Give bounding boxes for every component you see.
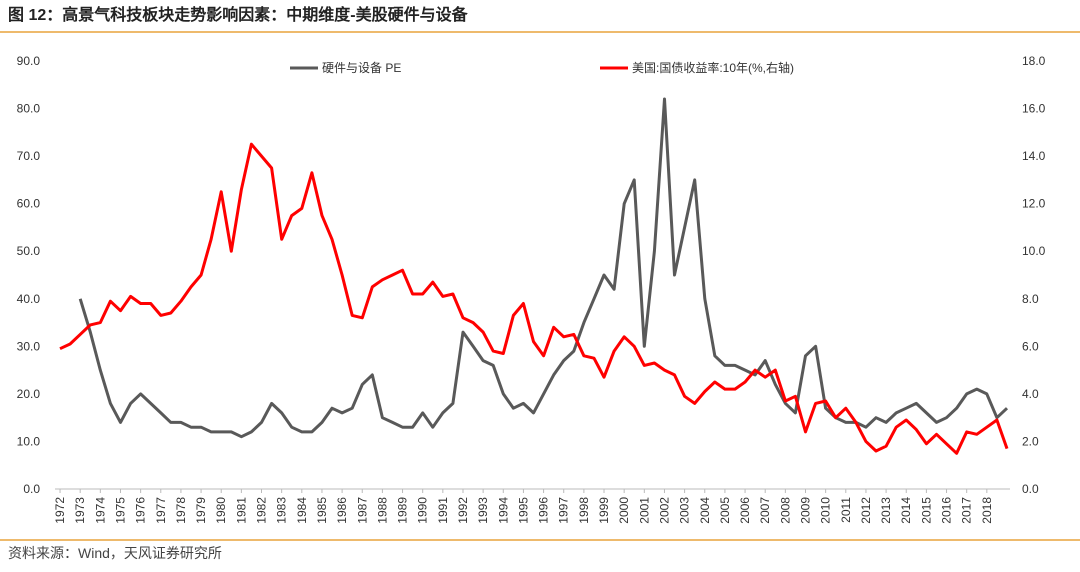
x-tick-label: 2004 [698,497,712,524]
y-tick-label: 80.0 [17,102,41,116]
x-tick-label: 2010 [819,497,833,524]
y2-tick-label: 10.0 [1022,244,1046,258]
x-tick-label: 2012 [859,497,873,524]
x-tick-label: 2009 [799,497,813,524]
y2-tick-label: 6.0 [1022,339,1039,353]
x-tick-label: 1978 [174,497,188,524]
x-tick-label: 2003 [678,497,692,524]
x-tick-label: 1983 [275,497,289,524]
x-tick-label: 1981 [234,497,248,524]
y2-tick-label: 0.0 [1022,482,1039,496]
y2-tick-label: 14.0 [1022,149,1046,163]
x-tick-label: 1993 [476,497,490,524]
x-tick-label: 1991 [436,497,450,524]
y2-tick-label: 4.0 [1022,387,1039,401]
chart-title: 图 12：高景气科技板块走势影响因素：中期维度-美股硬件与设备 [8,5,469,24]
y2-tick-label: 8.0 [1022,292,1039,306]
x-tick-label: 2017 [960,497,974,524]
y-tick-label: 70.0 [17,149,41,163]
series-line [78,97,1009,439]
x-tick-label: 1973 [73,497,87,524]
x-tick-label: 1974 [93,497,107,524]
y2-tick-label: 2.0 [1022,434,1039,448]
x-tick-label: 2015 [919,497,933,524]
y-tick-label: 60.0 [17,197,41,211]
x-tick-label: 1999 [597,497,611,524]
legend-label: 美国:国债收益率:10年(%,右轴) [632,60,794,75]
x-tick-label: 1998 [577,497,591,524]
x-tick-label: 1984 [295,497,309,524]
x-tick-label: 2002 [657,497,671,524]
x-tick-label: 2016 [940,497,954,524]
series-line [59,142,1009,455]
x-tick-label: 1980 [214,497,228,524]
x-tick-label: 2008 [778,497,792,524]
x-tick-label: 1988 [375,497,389,524]
x-tick-label: 1986 [335,497,349,524]
y-tick-label: 10.0 [17,434,41,448]
x-tick-label: 2011 [839,497,853,523]
x-tick-label: 1976 [134,497,148,524]
y-tick-label: 20.0 [17,387,41,401]
x-tick-label: 2001 [637,497,651,524]
x-tick-label: 1972 [53,497,67,524]
y2-tick-label: 18.0 [1022,54,1046,68]
x-tick-label: 1987 [355,497,369,524]
x-tick-label: 2005 [718,497,732,524]
x-tick-label: 2006 [738,497,752,524]
x-tick-label: 1995 [516,497,530,524]
x-tick-label: 1979 [194,497,208,524]
x-tick-label: 1977 [154,497,168,524]
y2-tick-label: 12.0 [1022,197,1046,211]
x-tick-label: 1994 [496,497,510,524]
y-tick-label: 0.0 [23,482,40,496]
x-tick-label: 1992 [456,497,470,524]
x-tick-label: 1997 [557,497,571,524]
x-tick-label: 1985 [315,497,329,524]
y-tick-label: 40.0 [17,292,41,306]
x-tick-label: 2007 [758,497,772,524]
y-tick-label: 30.0 [17,339,41,353]
source: 资料来源：Wind，天风证券研究所 [8,545,222,561]
x-tick-label: 1989 [396,497,410,524]
x-tick-label: 2000 [617,497,631,524]
x-tick-label: 1990 [416,497,430,524]
y2-tick-label: 16.0 [1022,102,1046,116]
x-tick-label: 2018 [980,497,994,524]
x-tick-label: 2013 [879,497,893,524]
x-tick-label: 2014 [899,497,913,524]
x-tick-label: 1996 [537,497,551,524]
x-tick-label: 1982 [255,497,269,524]
x-tick-label: 1975 [113,497,127,524]
legend-label: 硬件与设备 PE [322,61,401,75]
y-tick-label: 50.0 [17,244,41,258]
y-tick-label: 90.0 [17,54,41,68]
